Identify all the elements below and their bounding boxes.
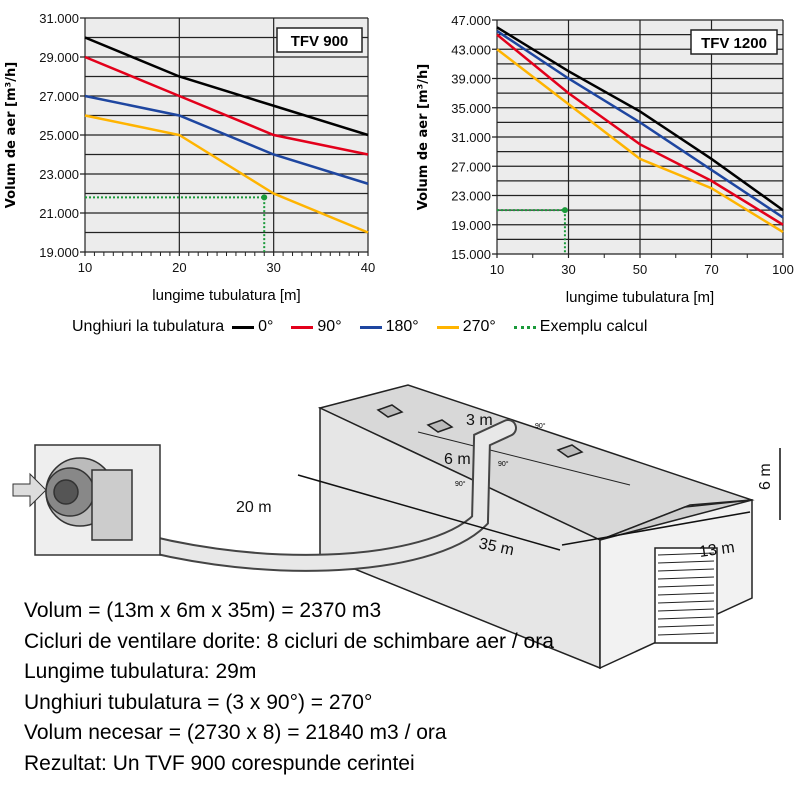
building-width-label: 13 m — [698, 539, 736, 561]
series-line-180deg — [496, 29, 784, 219]
x-tick-label: 40 — [361, 260, 375, 275]
legend-item-0: 0° — [232, 318, 273, 336]
roof-length-label: 3 m — [466, 412, 493, 429]
calc-line-result: Rezultat: Un TVF 900 corespunde cerintei — [24, 751, 415, 775]
duct — [91, 419, 517, 572]
legend-swatch — [513, 325, 536, 329]
legend-swatch — [232, 325, 255, 329]
example-line — [497, 209, 566, 254]
legend-label: 180° — [385, 318, 419, 335]
x-tick-label: 30 — [561, 262, 575, 277]
y-tick-label: 23.000 — [39, 167, 79, 182]
dimension-lines — [297, 448, 781, 551]
legend-swatch — [436, 325, 459, 329]
duct-length-label: 20 m — [236, 499, 272, 516]
x-axis-label: lungime tubulatura [m] — [152, 287, 300, 304]
legend-label: Exemplu calcul — [539, 318, 648, 335]
y-axis-label: Volum de aer [m³/h] — [4, 62, 19, 208]
x-tick-label: 70 — [704, 262, 718, 277]
series-line-0deg — [496, 26, 784, 212]
chart-0: 10 20 30 40 19.000 21.000 23.000 25.000 27.000 29… — [4, 11, 375, 304]
building-length-label: 35 m — [477, 535, 515, 559]
angle-label: 90° — [498, 460, 509, 468]
series-line-90deg — [496, 33, 784, 226]
x-tick-label: 10 — [78, 260, 92, 275]
y-tick-label: 27.000 — [39, 89, 79, 104]
series-line-90deg — [84, 55, 369, 156]
legend-swatch — [291, 325, 314, 329]
series-line-270deg — [496, 48, 784, 234]
y-tick-label: 19.000 — [451, 218, 491, 233]
y-tick-label: 31.000 — [451, 130, 491, 145]
charts-area: 10 20 30 40 19.000 21.000 23.000 25.000 27.000 29… — [4, 11, 794, 306]
example-point — [561, 207, 568, 214]
y-tick-label: 47.000 — [451, 13, 491, 28]
fan-unit — [34, 444, 161, 556]
y-tick-label: 35.000 — [451, 101, 491, 116]
y-tick-label: 15.000 — [451, 247, 491, 262]
y-tick-label: 23.000 — [451, 189, 491, 204]
angle-label: 90° — [535, 422, 546, 430]
series-line-0deg — [84, 36, 369, 137]
building-height-label: 6 m — [757, 463, 774, 490]
x-tick-label: 20 — [172, 260, 186, 275]
y-tick-label: 21.000 — [39, 206, 79, 221]
legend-item-example: Exemplu calcul — [513, 318, 648, 336]
chart-title-box — [276, 27, 363, 53]
chart-title: TFV 900 — [291, 33, 349, 50]
vertical-length-label: 6 m — [444, 451, 471, 468]
series-line-270deg — [84, 114, 369, 234]
y-tick-label: 43.000 — [451, 42, 491, 57]
legend-title: Unghiuri la tubulatura — [72, 318, 225, 335]
calc-line-volume: Volum = (13m x 6m x 35m) = 2370 m3 — [24, 599, 382, 622]
example-point — [261, 194, 268, 201]
angle-label: 90° — [455, 480, 466, 488]
calc-line-duct-length: Lungime tubulatura: 29m — [24, 660, 257, 683]
chart-title: TFV 1200 — [701, 35, 767, 52]
legend-item-270: 270° — [436, 318, 496, 336]
legend-swatch — [359, 325, 382, 329]
y-tick-label: 27.000 — [451, 159, 491, 174]
x-tick-label: 100 — [772, 262, 794, 277]
legend-item-90: 90° — [291, 318, 342, 336]
y-tick-label: 31.000 — [39, 11, 79, 26]
legend-item-180: 180° — [359, 318, 419, 336]
y-axis-label: Volum de aer [m³/h] — [416, 64, 431, 210]
legend-label: 0° — [258, 318, 274, 335]
calc-line-angles: Unghiuri tubulatura = (3 x 90°) = 270° — [24, 690, 373, 714]
legend-label: 270° — [462, 318, 496, 335]
y-tick-label: 19.000 — [39, 245, 79, 260]
chart-title-box — [690, 29, 778, 55]
y-tick-label: 39.000 — [451, 72, 491, 87]
x-axis-label: lungime tubulatura [m] — [566, 289, 714, 306]
calc-line-cycles: Cicluri de ventilare dorite: 8 cicluri d… — [24, 629, 554, 653]
airflow-arrow-icon — [12, 472, 47, 508]
calc-line-required-volume: Volum necesar = (2730 x 8) = 21840 m3 / … — [24, 721, 447, 744]
x-tick-label: 10 — [490, 262, 504, 277]
y-tick-label: 29.000 — [39, 50, 79, 65]
series-line-180deg — [84, 94, 369, 185]
legend: Unghiuri la tubulatura 0° 90° 180° 270° … — [72, 318, 657, 336]
x-tick-label: 30 — [266, 260, 280, 275]
chart-1: 10 30 50 70 100 15.000 19.000 23.000 27.000 31.00… — [416, 13, 794, 306]
legend-label: 90° — [317, 318, 342, 335]
calculation-text: Volum = (13m x 6m x 35m) = 2370 m3 Ciclu… — [24, 596, 554, 779]
y-tick-label: 25.000 — [39, 128, 79, 143]
x-tick-label: 50 — [633, 262, 647, 277]
